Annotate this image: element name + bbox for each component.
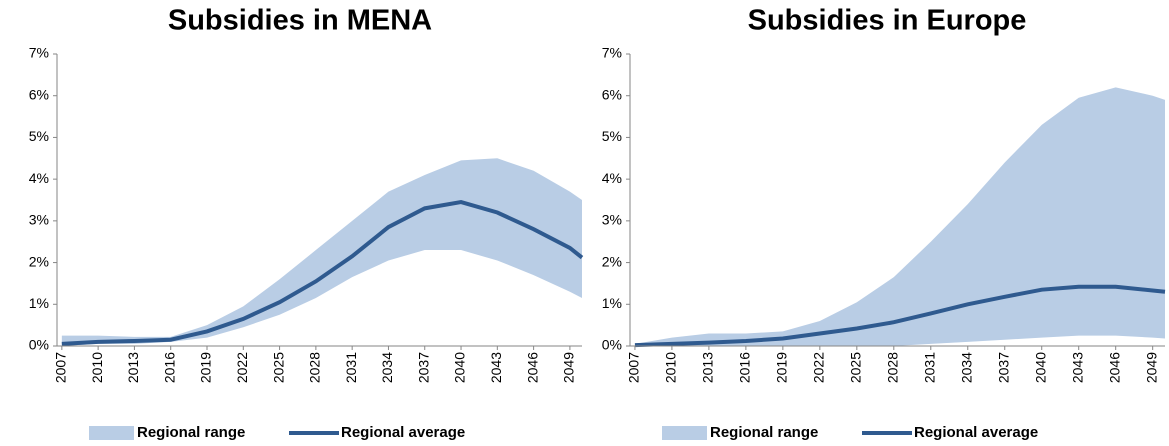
x-tick-label: 2019 (198, 352, 214, 383)
x-tick-label: 2019 (774, 352, 790, 383)
legend-label: Regional average (914, 424, 1038, 441)
x-tick-label: 2040 (452, 352, 468, 383)
y-tick-label: 4% (29, 170, 49, 186)
x-tick-label: 2022 (811, 352, 827, 383)
range-area (61, 158, 583, 346)
y-tick-label: 6% (602, 86, 622, 102)
chart-title: Subsidies in MENA (168, 5, 432, 37)
x-tick-label: 2037 (995, 352, 1011, 383)
x-tick-label: 2010 (89, 352, 105, 383)
x-tick-label: 2025 (270, 352, 286, 383)
x-tick-label: 2007 (53, 352, 69, 383)
legend-label: Regional average (341, 424, 465, 441)
x-tick-label: 2013 (125, 352, 141, 383)
legend-label: Regional range (710, 424, 818, 441)
x-tick-label: 2034 (958, 352, 974, 383)
legend-swatch (89, 426, 134, 440)
y-tick-label: 3% (29, 212, 49, 228)
y-tick-label: 1% (29, 295, 49, 311)
y-tick-label: 0% (602, 337, 622, 353)
average-line (61, 200, 584, 346)
x-tick-label: 2049 (1143, 352, 1159, 383)
x-tick-label: 2046 (1106, 352, 1122, 383)
x-tick-label: 2043 (1069, 352, 1085, 383)
x-tick-label: 2016 (161, 352, 177, 383)
x-tick-label: 2043 (488, 352, 504, 383)
x-tick-label: 2028 (307, 352, 323, 383)
x-tick-label: 2013 (700, 352, 716, 383)
chart-title: Subsidies in Europe (748, 5, 1027, 37)
average-line (634, 284, 1166, 348)
x-tick-label: 2022 (234, 352, 250, 383)
x-tick-label: 2034 (379, 352, 395, 383)
y-tick-label: 2% (602, 253, 622, 269)
y-tick-label: 0% (29, 337, 49, 353)
x-tick-label: 2028 (885, 352, 901, 383)
x-tick-label: 2010 (663, 352, 679, 383)
y-tick-label: 1% (602, 295, 622, 311)
legend-swatch (662, 426, 707, 440)
y-tick-label: 5% (29, 128, 49, 144)
x-tick-label: 2046 (524, 352, 540, 383)
y-tick-label: 4% (602, 170, 622, 186)
y-tick-label: 7% (29, 45, 49, 61)
y-tick-label: 7% (602, 45, 622, 61)
x-tick-label: 2007 (626, 352, 642, 383)
x-tick-label: 2025 (848, 352, 864, 383)
x-tick-label: 2037 (415, 352, 431, 383)
legend-label: Regional range (137, 424, 245, 441)
y-tick-label: 5% (602, 128, 622, 144)
x-tick-label: 2031 (921, 352, 937, 383)
range-area (634, 87, 1165, 346)
x-tick-label: 2040 (1032, 352, 1048, 383)
x-tick-label: 2049 (561, 352, 577, 383)
y-tick-label: 2% (29, 253, 49, 269)
x-tick-label: 2031 (343, 352, 359, 383)
y-tick-label: 3% (602, 212, 622, 228)
x-tick-label: 2016 (737, 352, 753, 383)
y-tick-label: 6% (29, 86, 49, 102)
